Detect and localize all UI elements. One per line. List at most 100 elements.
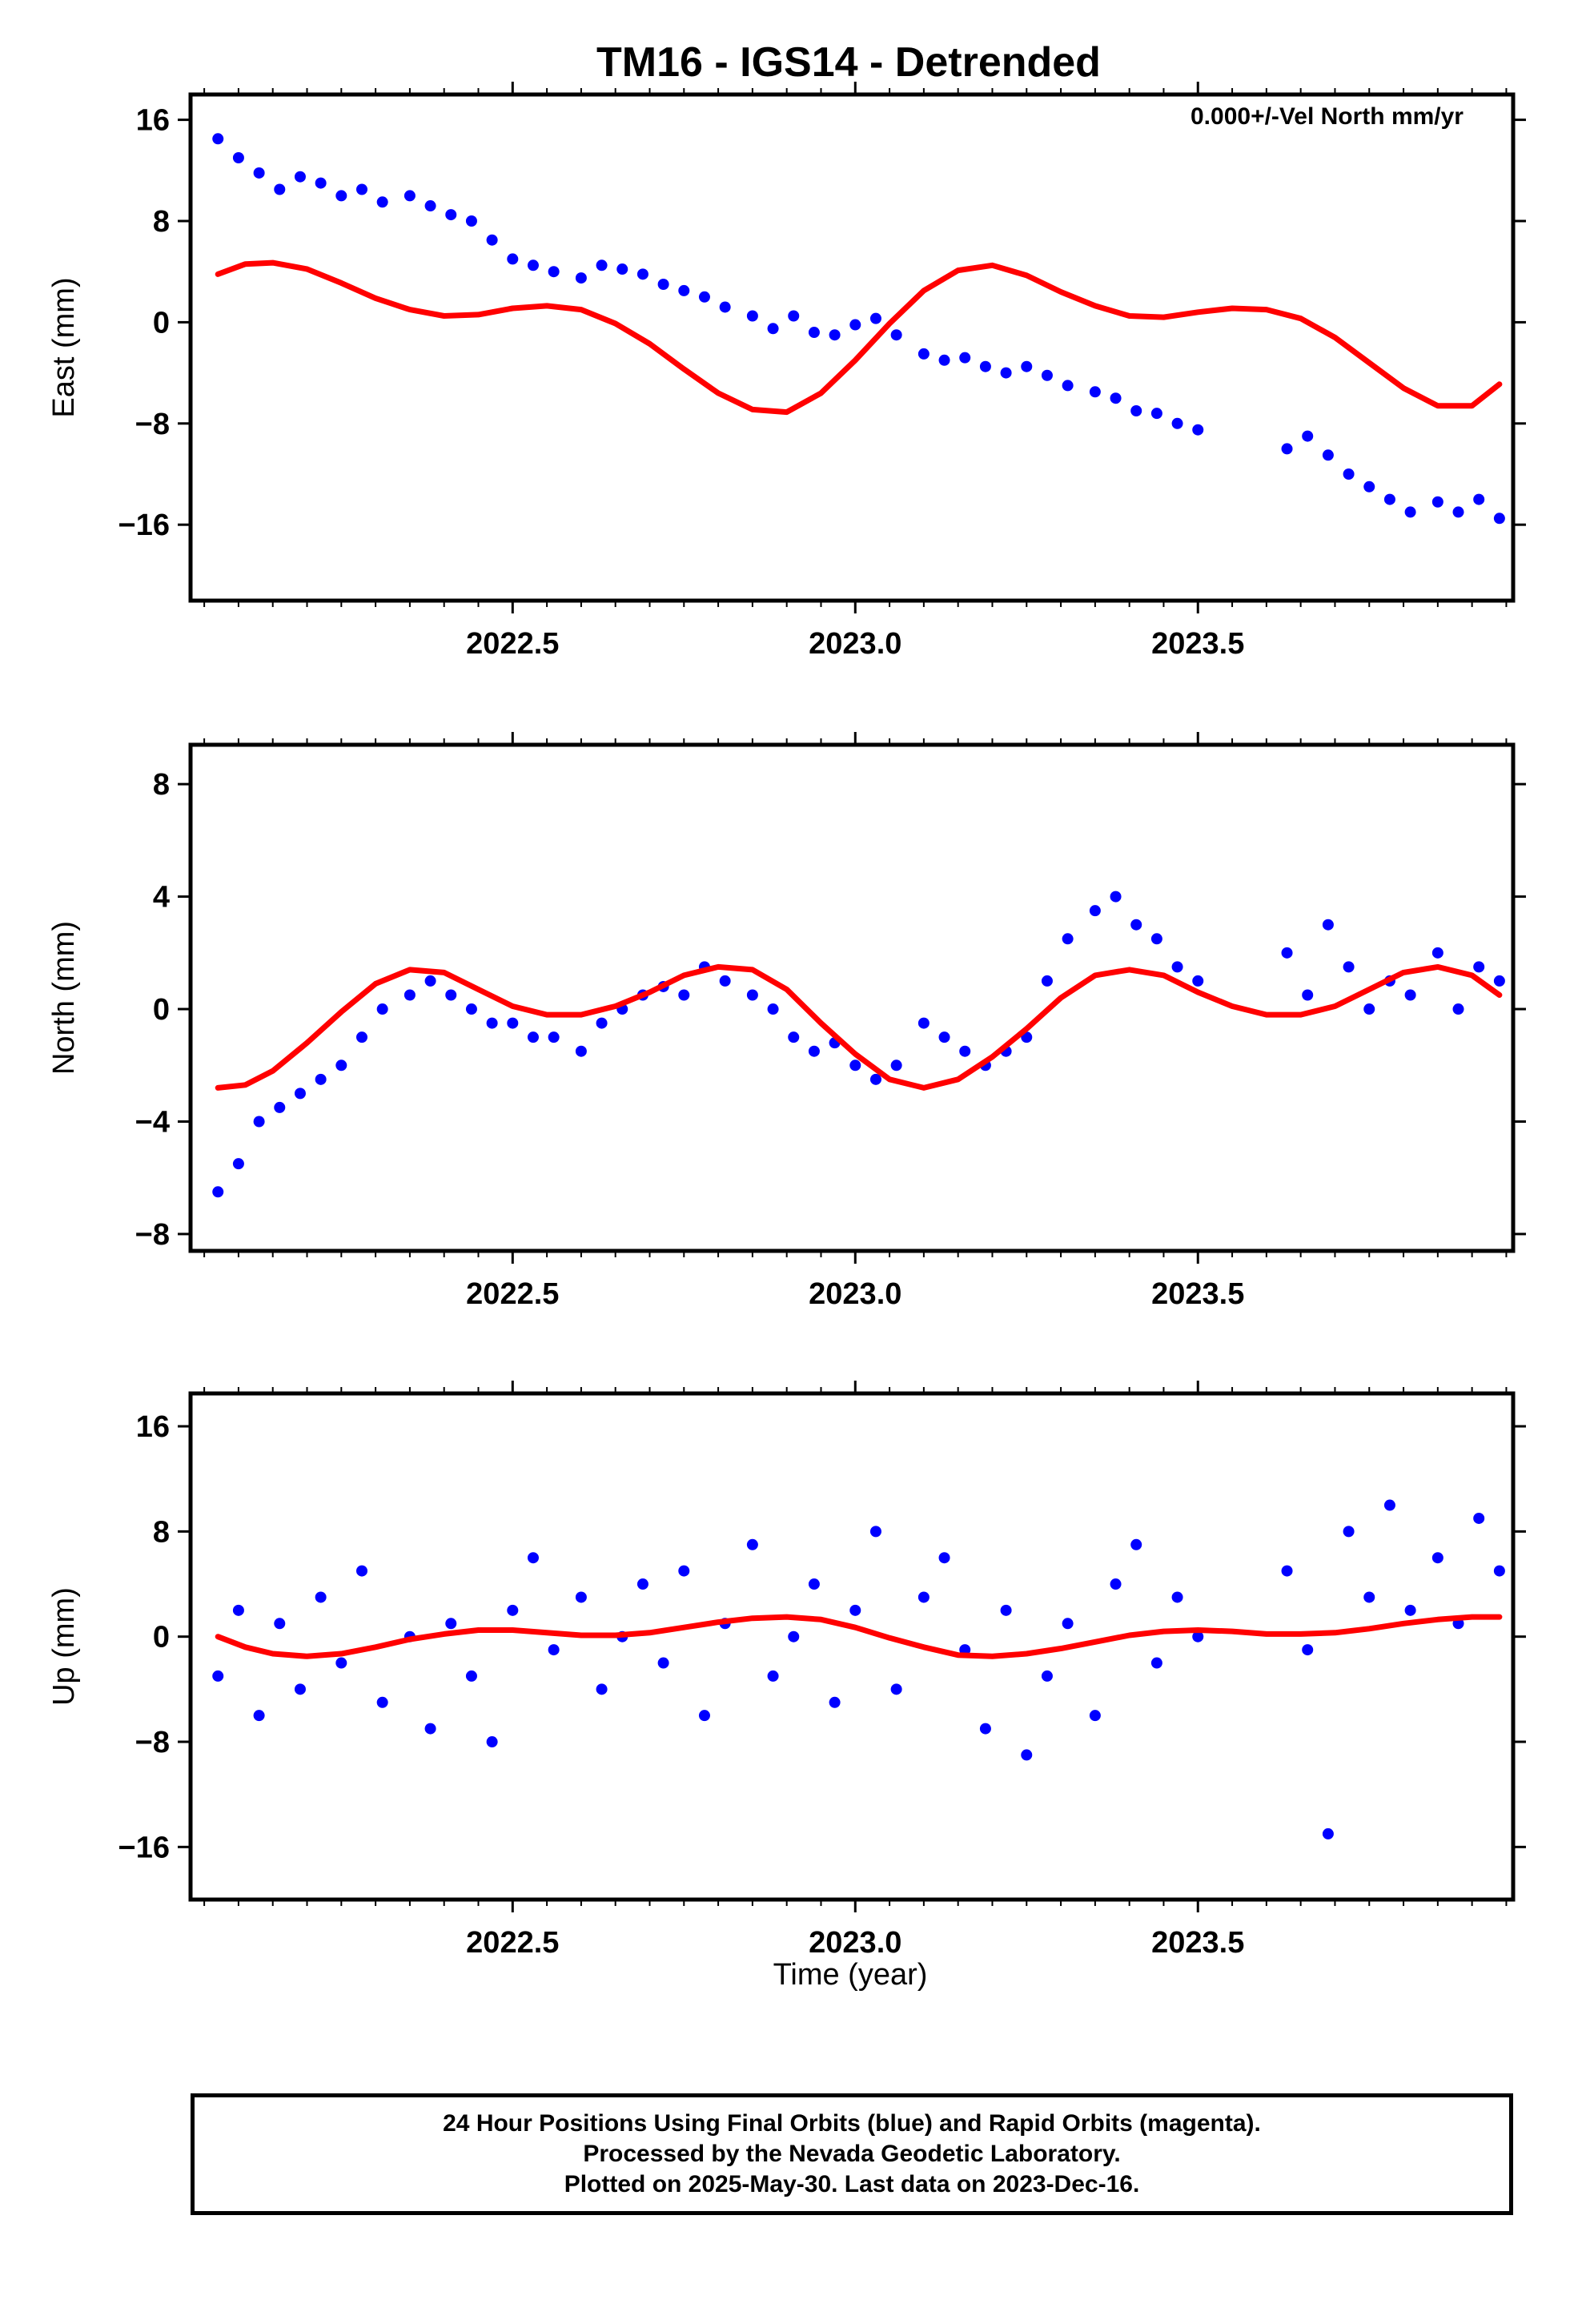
data-point [788, 1031, 800, 1043]
data-point [1062, 1618, 1074, 1630]
data-point [575, 1591, 587, 1603]
data-point [355, 1565, 367, 1577]
data-point [335, 190, 347, 202]
y-axis-label: North (mm) [47, 921, 81, 1075]
data-point [1150, 1657, 1162, 1669]
data-point [253, 1116, 265, 1128]
data-point [1130, 1538, 1142, 1550]
data-point [746, 310, 758, 322]
data-point [1150, 408, 1162, 420]
data-point [1041, 975, 1053, 987]
data-point [575, 1045, 587, 1057]
data-point [1281, 443, 1293, 455]
data-point [548, 1644, 560, 1656]
data-point [678, 284, 690, 296]
data-point [917, 1017, 930, 1029]
x-tick-label: 2023.0 [809, 1277, 901, 1311]
plot-frame [188, 1391, 1516, 1902]
data-point [1192, 424, 1204, 436]
y-tick-label: 8 [153, 768, 170, 802]
velocity-annotation: 0.000+/-Vel North mm/yr [1191, 103, 1464, 130]
data-point [294, 171, 306, 183]
data-point [1302, 430, 1314, 442]
data-point [1062, 380, 1074, 392]
data-point [424, 975, 436, 987]
data-point [678, 1565, 690, 1577]
data-point [1493, 1565, 1505, 1577]
data-point [1000, 367, 1012, 379]
x-tick-label: 2022.5 [466, 1926, 559, 1960]
data-point [698, 291, 710, 303]
data-point [979, 360, 991, 372]
data-point [636, 268, 648, 280]
plot-frame [188, 742, 1516, 1253]
data-point [1343, 961, 1355, 973]
data-point [1062, 933, 1074, 945]
data-point [1041, 369, 1053, 381]
y-tick-label: −8 [135, 1726, 170, 1759]
data-point [1322, 1827, 1334, 1839]
y-tick-label: −16 [118, 509, 170, 542]
data-point [507, 253, 519, 265]
data-point [917, 1591, 930, 1603]
data-point [486, 234, 498, 246]
data-point [938, 1552, 950, 1564]
data-point [424, 1723, 436, 1735]
y-tick-label: 16 [136, 1410, 170, 1444]
data-point [959, 352, 971, 364]
data-point [315, 1073, 327, 1085]
data-point [1021, 1749, 1033, 1761]
plot-frame [188, 92, 1516, 603]
data-point [1322, 919, 1334, 931]
data-point [212, 1186, 224, 1198]
data-point [253, 1710, 265, 1722]
data-point [527, 1031, 539, 1043]
data-point [315, 177, 327, 189]
y-tick-label: 0 [153, 306, 170, 340]
data-point [548, 1031, 560, 1043]
y-tick-label: 0 [153, 993, 170, 1027]
x-axis-label: Time (year) [773, 1958, 928, 1992]
data-point [1110, 392, 1122, 404]
data-point [1089, 905, 1101, 917]
y-axis-label: East (mm) [47, 277, 81, 417]
data-point [486, 1736, 498, 1748]
plot-area [212, 891, 1505, 1198]
data-point [1343, 468, 1355, 480]
data-point [869, 1073, 881, 1085]
data-point [1363, 480, 1375, 493]
data-point [376, 196, 388, 208]
data-point [849, 1059, 861, 1072]
data-point [355, 183, 367, 195]
data-point [575, 272, 587, 284]
data-point [698, 1710, 710, 1722]
data-point [1322, 449, 1334, 461]
data-point [1150, 933, 1162, 945]
y-tick-label: −8 [135, 1218, 170, 1252]
data-point [1473, 493, 1485, 505]
data-point [445, 989, 457, 1001]
data-point [335, 1657, 347, 1669]
data-point [1404, 1604, 1416, 1616]
data-point [445, 1618, 457, 1630]
data-point [1473, 1512, 1485, 1524]
data-point [1192, 975, 1204, 987]
data-point [376, 1696, 388, 1708]
data-point [1089, 386, 1101, 398]
data-point [1130, 919, 1142, 931]
figure-title: TM16 - IGS14 - Detrended [596, 39, 1101, 86]
north-panel: 2022.5 2023.0 2023.5 −8 −4 0 4 8 North (mm) [47, 732, 1526, 1311]
x-tick-label: 2023.5 [1151, 1277, 1244, 1311]
caption-line-2: Processed by the Nevada Geodetic Laborat… [583, 2141, 1121, 2167]
data-point [1493, 513, 1505, 525]
data-point [596, 1017, 608, 1029]
data-point [849, 319, 861, 331]
data-point [424, 200, 436, 212]
data-point [767, 1670, 779, 1682]
data-point [746, 989, 758, 1001]
data-point [1041, 1670, 1053, 1682]
data-point [486, 1017, 498, 1029]
data-point [1363, 1591, 1375, 1603]
plot-area [212, 1499, 1505, 1839]
data-point [596, 1683, 608, 1695]
